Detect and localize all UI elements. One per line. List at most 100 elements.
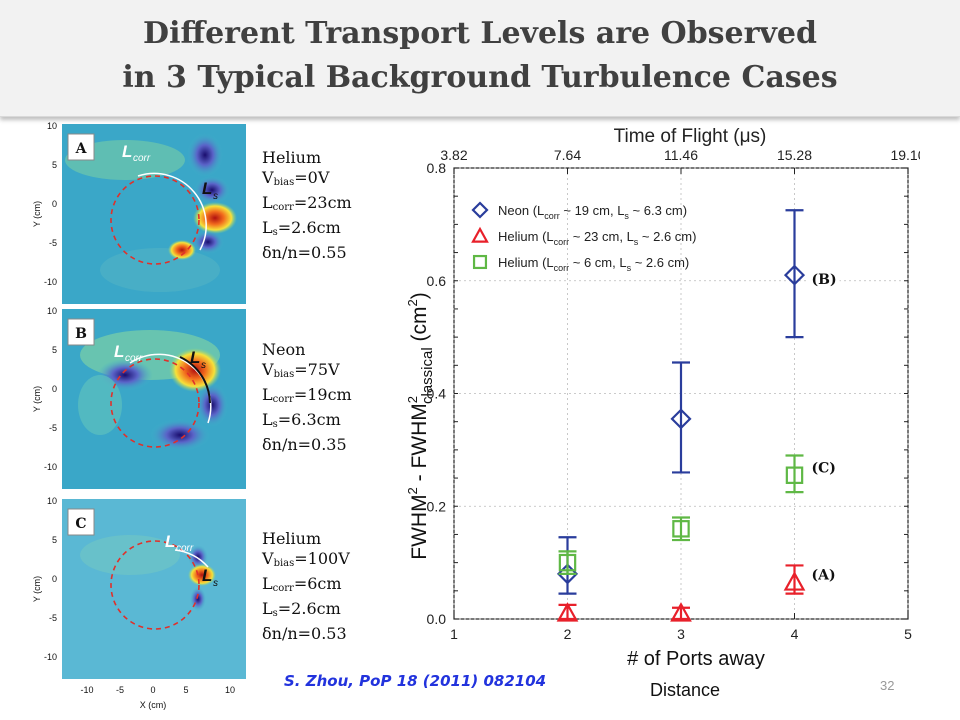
limiter-circle — [110, 175, 200, 265]
correlation-arc — [174, 549, 209, 568]
structure-arc — [179, 356, 211, 404]
panel-label-box — [67, 318, 95, 346]
legend-marker-triangle — [471, 226, 489, 243]
vbias-value: 100V — [307, 549, 350, 568]
x-axis-title: # of Ports away — [627, 648, 765, 670]
data-point-triangle — [783, 571, 806, 591]
contour-map-a: L corr L s 10 5 0 -5 -10 Y (cm) A — [32, 121, 246, 304]
lcorr-sub: corr — [125, 353, 143, 364]
x-tick: -10 — [80, 685, 93, 695]
y-tick: -5 — [49, 238, 57, 248]
y-tick: 10 — [47, 121, 57, 131]
ls-label: L — [202, 566, 212, 585]
data-point-square — [785, 466, 804, 484]
x-tick-label: 2 — [564, 626, 572, 642]
y-tick: -5 — [49, 613, 57, 623]
lcorr-label: L — [165, 532, 175, 551]
x-tick: 10 — [225, 685, 235, 695]
legend-entry: Neon (Lcorr ~ 19 cm, Ls ~ 6.3 cm) — [498, 203, 687, 221]
lcorr-label: L — [114, 342, 124, 361]
limiter-circle — [110, 358, 200, 448]
y-tick-label: 0.8 — [427, 160, 447, 176]
data-point-square — [558, 553, 577, 572]
annotation-box — [807, 455, 840, 478]
case-info-a: Helium Vbias=0V Lcorr=23cm Ls=2.6cm δn/n… — [262, 148, 352, 262]
correlation-arc — [137, 172, 207, 251]
title-bar: Different Transport Levels are Observed … — [0, 0, 960, 117]
vbias-value: 75V — [307, 360, 340, 379]
y-tick-label: 0.4 — [427, 386, 447, 402]
top-tick-label: 11.46 — [664, 147, 698, 163]
ls-label: L — [190, 348, 200, 367]
gas-label: Helium — [262, 529, 322, 548]
gas-label: Neon — [262, 340, 306, 359]
data-point-diamond — [670, 408, 692, 430]
case-annotation: (C) — [812, 461, 836, 477]
lcorr-sub: corr — [133, 153, 151, 164]
y-tick: 5 — [52, 345, 57, 355]
top-tick-label: 15.28 — [777, 147, 812, 163]
ls-label: L — [202, 179, 212, 198]
top-tick-label: 3.82 — [440, 147, 467, 163]
case-annotation: (A) — [812, 568, 836, 584]
lcorr-value: 19cm — [307, 385, 352, 404]
lcorr-sub: corr — [176, 543, 194, 554]
correlation-arc — [129, 353, 212, 424]
svg-text:FWHM2 - FWHM2classical (cm2): FWHM2 - FWHM2classical (cm2) — [405, 292, 436, 560]
panel-label: C — [75, 516, 86, 532]
transport-chart: Time of Flight (μs) # of Ports away FWHM… — [405, 126, 920, 670]
x-tick-label: 4 — [791, 626, 799, 642]
vbias-value: 0V — [307, 168, 330, 187]
y-tick: -10 — [44, 277, 57, 287]
y-tick: 5 — [52, 160, 57, 170]
fluctuation-level: δn/n=0.35 — [262, 435, 347, 454]
panel-label-box — [67, 133, 95, 161]
data-point-triangle — [670, 602, 692, 622]
y-tick: 0 — [52, 384, 57, 394]
slide-title-line-2: in 3 Typical Background Turbulence Cases — [122, 60, 838, 95]
legend-marker-square — [472, 254, 488, 270]
lcorr-value: 6cm — [307, 574, 342, 593]
x-tick: 0 — [150, 685, 155, 695]
lcorr-label: L — [122, 142, 132, 161]
y-tick: -10 — [44, 462, 57, 472]
legend-entry: Helium (Lcorr ~ 23 cm, Ls ~ 2.6 cm) — [498, 229, 696, 247]
top-tick-label: 7.64 — [554, 147, 581, 163]
ls-value: 6.3cm — [291, 410, 341, 429]
y-axis-label: Y (cm) — [32, 576, 42, 602]
distance-label: Distance — [650, 680, 721, 700]
y-axis-title: FWHM2 - FWHM2classical (cm2) — [405, 292, 436, 560]
y-tick-label: 0.2 — [427, 498, 447, 514]
legend-entry: Helium (Lcorr ~ 6 cm, Ls ~ 2.6 cm) — [498, 255, 689, 273]
legend-marker-diamond — [471, 201, 489, 219]
page-number: 32 — [880, 678, 895, 693]
panel-label: B — [75, 326, 87, 342]
y-tick: 5 — [52, 535, 57, 545]
citation: S. Zhou, PoP 18 (2011) 082104 — [284, 672, 547, 690]
y-tick-label: 0.6 — [427, 273, 447, 289]
data-point-square — [672, 520, 690, 538]
data-point-diamond — [783, 264, 806, 286]
slide-title-line-1: Different Transport Levels are Observed — [143, 16, 817, 51]
x-axis-label: X (cm) — [140, 700, 167, 710]
y-tick: 10 — [47, 306, 57, 316]
contour-map-c: L corr L s 10 5 0 -5 -10 Y (cm) -10 -5 0… — [32, 496, 246, 710]
case-info-c: Helium Vbias=100V Lcorr=6cm Ls=2.6cm δn/… — [262, 529, 350, 643]
gas-label: Helium — [262, 148, 322, 167]
annotation-box — [807, 562, 840, 585]
y-tick-label: 0.0 — [427, 611, 447, 627]
y-axis-label: Y (cm) — [32, 201, 42, 227]
x-tick-label: 3 — [677, 626, 685, 642]
ls-value: 2.6cm — [291, 599, 341, 618]
limiter-circle — [110, 540, 200, 630]
y-tick: -5 — [49, 423, 57, 433]
panel-label-box — [67, 508, 95, 536]
y-tick: 0 — [52, 574, 57, 584]
ls-sub: s — [201, 360, 206, 371]
top-axis-title: Time of Flight (μs) — [614, 126, 767, 147]
case-annotation: (B) — [812, 272, 837, 288]
contour-map-b: L corr L s 10 5 0 -5 -10 Y (cm) B — [32, 306, 246, 489]
top-tick-label: 19.10 — [890, 147, 920, 163]
y-tick: -10 — [44, 652, 57, 662]
y-tick: 0 — [52, 199, 57, 209]
